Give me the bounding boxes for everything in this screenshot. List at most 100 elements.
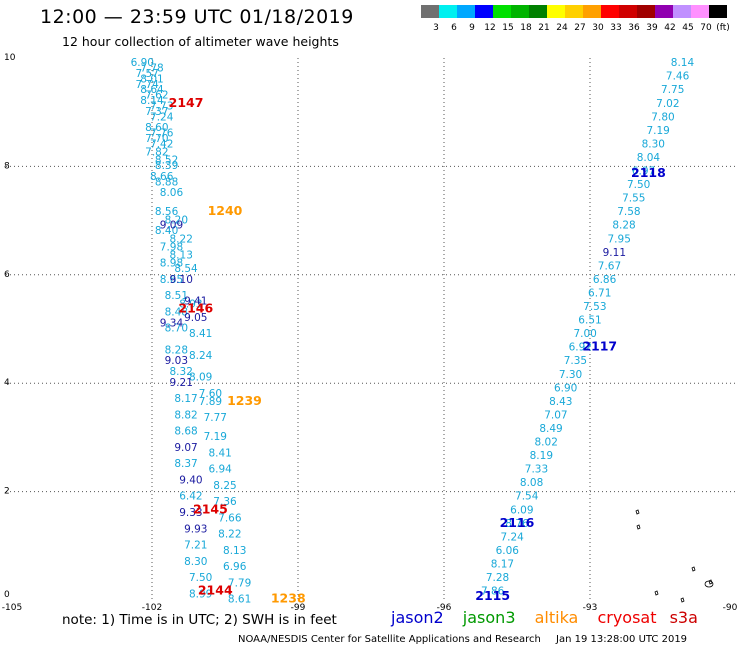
coastline-fragment	[654, 590, 659, 596]
swh-value-label: 8.39	[155, 160, 178, 172]
swh-value-label: 8.70	[165, 323, 188, 335]
swh-value-label: 8.88	[155, 176, 178, 188]
swh-value-label: 8.06	[160, 187, 184, 199]
x-tick-label: -93	[583, 603, 598, 613]
swh-value-label: 6.42	[179, 491, 202, 503]
swh-value-label: 8.52	[155, 155, 178, 167]
pass-time-label: 1240	[208, 203, 243, 218]
swh-value-label: 8.99	[189, 588, 212, 600]
swh-value-label: 9.34	[160, 317, 184, 329]
swh-value-label: 7.55	[622, 193, 645, 205]
swh-value-label: 8.04	[637, 152, 661, 164]
swh-value-label: 7.19	[646, 125, 669, 137]
swh-value-label: 8.14	[140, 95, 164, 107]
colorbar-swatch	[511, 5, 529, 18]
colorbar-label: 27	[574, 23, 585, 33]
swh-value-label: 6.90	[131, 57, 154, 69]
y-tick-label: 6	[4, 270, 10, 280]
colorbar-swatch	[655, 5, 673, 18]
x-tick-label: -105	[2, 603, 22, 613]
swh-value-label: 6.09	[510, 504, 533, 516]
swh-value-label: 9.03	[165, 355, 188, 367]
swh-value-label: 7.62	[145, 90, 168, 102]
swh-value-label: 8.22	[218, 529, 241, 541]
swh-value-label: 7.46	[666, 71, 690, 83]
swh-value-label: 8.02	[535, 437, 558, 449]
pass-time-label: 2147	[169, 95, 204, 110]
swh-value-label: 7.35	[564, 355, 587, 367]
swh-value-label: 7.54	[515, 491, 539, 503]
swh-value-label: 8.54	[174, 263, 198, 275]
swh-value-label: 9.07	[174, 442, 197, 454]
pass-time-label: 1239	[227, 393, 262, 408]
swh-value-label: 8.13	[223, 545, 246, 557]
swh-value-label: 7.21	[184, 540, 207, 552]
swh-value-label: 6.94	[208, 464, 232, 476]
colorbar-swatch	[565, 5, 583, 18]
colorbar-label: 70	[700, 23, 712, 33]
swh-value-label: 7.77	[204, 412, 227, 424]
swh-value-label: 8.13	[170, 250, 193, 262]
swh-value-label: 7.82	[145, 147, 168, 159]
swh-value-label: 8.56	[155, 206, 179, 218]
swh-value-label: 6.92	[569, 342, 592, 354]
swh-value-label: 7.76	[150, 128, 174, 140]
swh-value-label: 8.60	[145, 122, 168, 134]
swh-value-label: 9.05	[184, 312, 207, 324]
swh-value-label: 8.09	[189, 371, 212, 383]
pass-time-label: 2115	[475, 588, 510, 603]
swh-value-label: 8.43	[549, 396, 572, 408]
swh-value-label: 9.41	[184, 296, 207, 308]
y-tick-label: 0	[4, 590, 10, 600]
coastline-fragment	[704, 580, 714, 588]
y-tick-label: 8	[4, 161, 10, 171]
colorbar-swatch	[673, 5, 691, 18]
swh-value-label: 6.86	[593, 274, 617, 286]
swh-value-label: 7.80	[651, 111, 674, 123]
swh-value-label: 7.57	[135, 68, 158, 80]
pass-time-label: 2118	[631, 165, 666, 180]
swh-value-label: 8.48	[165, 306, 188, 318]
swh-value-label: 7.50	[189, 572, 212, 584]
swh-value-label: 8.30	[184, 556, 207, 568]
colorbar-label: 12	[484, 23, 495, 33]
swh-value-label: 8.37	[174, 458, 197, 470]
colorbar-label: 39	[646, 23, 658, 33]
swh-value-label: 7.60	[199, 388, 222, 400]
x-tick-label: -102	[142, 603, 162, 613]
x-tick-label: -99	[291, 603, 306, 613]
swh-value-label: 8.28	[165, 344, 188, 356]
swh-value-label: 8.19	[530, 450, 553, 462]
pass-time-label: 1238	[271, 591, 306, 606]
page-subtitle: 12 hour collection of altimeter wave hei…	[62, 34, 339, 49]
swh-value-label: 8.51	[165, 290, 188, 302]
swh-value-label: 7.37	[145, 106, 168, 118]
swh-value-label: 7.79	[228, 577, 251, 589]
swh-value-label: 8.64	[140, 84, 164, 96]
swh-value-label: 7.67	[598, 260, 621, 272]
credit-text: NOAA/NESDIS Center for Satellite Applica…	[238, 634, 541, 645]
coastline-fragment	[680, 597, 685, 603]
swh-value-label: 7.07	[544, 409, 567, 421]
swh-value-label: 8.08	[520, 477, 543, 489]
page-title: 12:00 — 23:59 UTC 01/18/2019	[40, 6, 354, 28]
swh-value-label: 7.24	[150, 111, 174, 123]
colorbar-swatch	[529, 5, 547, 18]
colorbar-swatch	[709, 5, 727, 18]
colorbar-swatch	[475, 5, 493, 18]
generated-timestamp: Jan 19 13:28:00 UTC 2019	[556, 634, 688, 645]
swh-value-label: 8.20	[165, 214, 188, 226]
colorbar-swatch	[619, 5, 637, 18]
colorbar-legend: 3 6 9 12 15 18 21 24 27 30 33 36 39 42 45 70 (ft)	[421, 5, 730, 33]
swh-value-label: 7.28	[486, 572, 509, 584]
colorbar-unit: (ft)	[716, 23, 730, 33]
colorbar-label: 24	[556, 23, 568, 33]
colorbar-swatch	[691, 5, 709, 18]
swh-value-label: 7.30	[559, 369, 582, 381]
swh-value-label: 8.93	[179, 298, 202, 310]
satellite-altika: altika	[534, 608, 579, 627]
swh-value-label: 7.00	[573, 328, 596, 340]
swh-value-label: 6.51	[578, 315, 601, 327]
x-tick-label: -96	[437, 603, 452, 613]
